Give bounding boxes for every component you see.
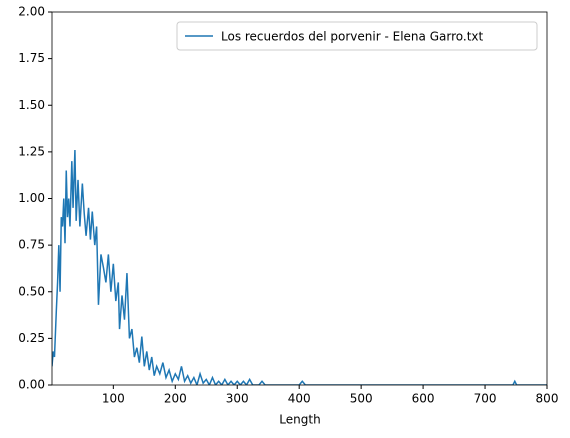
x-tick-label: 700 xyxy=(474,392,497,406)
x-axis-label: Length xyxy=(279,413,320,427)
x-tick-label: 800 xyxy=(536,392,559,406)
x-tick-label: 400 xyxy=(288,392,311,406)
y-tick-label: 1.75 xyxy=(18,51,45,65)
y-tick-label: 1.50 xyxy=(18,98,45,112)
y-tick-label: 0.75 xyxy=(18,238,45,252)
x-tick-label: 300 xyxy=(226,392,249,406)
y-tick-label: 2.00 xyxy=(18,5,45,19)
x-tick-label: 100 xyxy=(102,392,125,406)
y-tick-label: 1.25 xyxy=(18,144,45,158)
x-tick-label: 200 xyxy=(164,392,187,406)
y-tick-label: 0.00 xyxy=(18,378,45,392)
y-tick-label: 1.00 xyxy=(18,191,45,205)
legend-box xyxy=(176,21,538,51)
axes-frame xyxy=(51,11,548,386)
series-line xyxy=(52,149,547,385)
y-tick-label: 0.25 xyxy=(18,331,45,345)
y-tick-label: 0.50 xyxy=(18,284,45,298)
legend-label: Los recuerdos del porvenir - Elena Garro… xyxy=(221,30,483,44)
x-tick-label: 500 xyxy=(350,392,373,406)
x-tick-label: 600 xyxy=(412,392,435,406)
